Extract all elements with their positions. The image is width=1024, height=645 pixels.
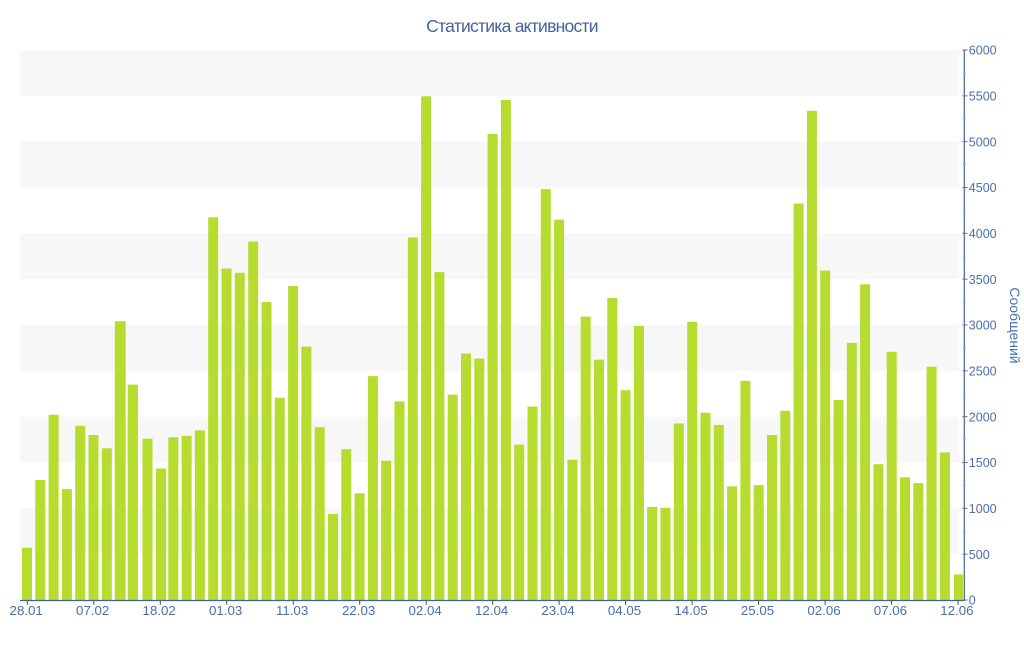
svg-text:6000: 6000 [969, 44, 997, 58]
svg-text:02.04: 02.04 [408, 603, 441, 618]
svg-text:3000: 3000 [969, 319, 997, 333]
svg-text:Сообщений: Сообщений [1007, 287, 1023, 363]
svg-text:04.05: 04.05 [608, 603, 641, 618]
svg-text:18.02: 18.02 [143, 603, 176, 618]
svg-text:5000: 5000 [969, 135, 997, 149]
svg-text:4500: 4500 [969, 181, 997, 195]
svg-text:3500: 3500 [969, 273, 997, 287]
svg-text:02.06: 02.06 [807, 603, 840, 618]
svg-text:4000: 4000 [969, 227, 997, 241]
svg-text:1500: 1500 [969, 456, 997, 470]
svg-text:11.03: 11.03 [276, 603, 308, 618]
svg-text:07.06: 07.06 [874, 603, 907, 618]
svg-text:28.01: 28.01 [10, 603, 43, 618]
svg-text:12.04: 12.04 [475, 603, 508, 618]
svg-text:2000: 2000 [969, 410, 997, 424]
svg-text:5500: 5500 [969, 89, 997, 103]
svg-text:22.03: 22.03 [342, 603, 375, 618]
svg-text:12.06: 12.06 [940, 603, 973, 618]
svg-text:23.04: 23.04 [541, 603, 574, 618]
svg-text:0: 0 [969, 594, 976, 608]
svg-text:1000: 1000 [969, 502, 997, 516]
svg-text:2500: 2500 [969, 364, 997, 378]
svg-text:500: 500 [969, 548, 990, 562]
svg-text:07.02: 07.02 [76, 603, 109, 618]
svg-text:Статистика активности: Статистика активности [426, 16, 598, 36]
svg-text:01.03: 01.03 [209, 603, 242, 618]
svg-text:14.05: 14.05 [674, 603, 707, 618]
svg-text:25.05: 25.05 [741, 603, 774, 618]
